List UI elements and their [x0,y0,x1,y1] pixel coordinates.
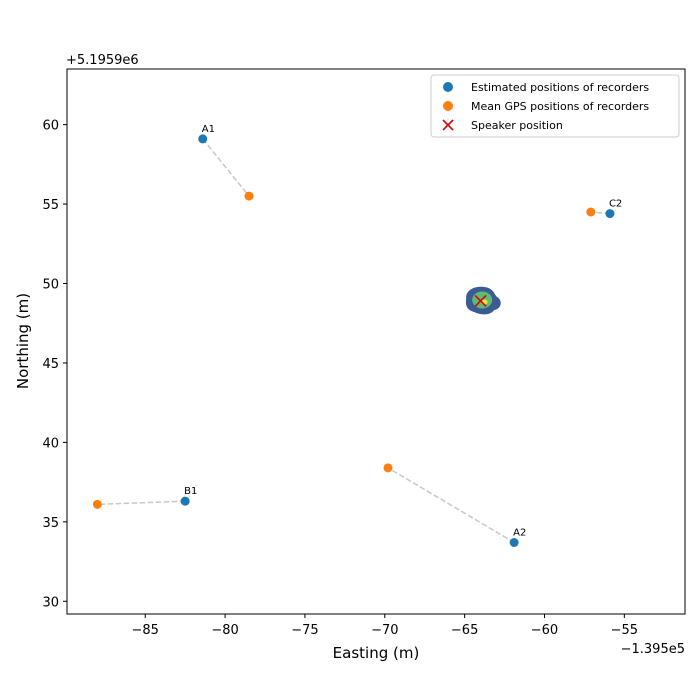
y-tick-label: 60 [42,119,59,134]
y-tick-label: 50 [42,278,59,293]
gps-point-c2 [586,207,596,217]
x-tick-label: −80 [211,623,238,638]
axes-frame [66,68,686,615]
speaker-marker-stroke [474,294,487,308]
estimated-point-a1 [198,134,208,144]
estimated-point-a2 [509,537,519,547]
link-line-a2 [387,467,515,544]
point-label-c2: C2 [609,199,622,210]
gps-point-b1 [92,499,102,509]
y-tick-label: 45 [42,357,59,372]
y-tick-label: 30 [42,595,59,610]
link-lines [97,138,611,544]
legend-marker-gps [443,101,453,111]
legend-marker-speaker [442,119,454,131]
point-label-a2: A2 [513,527,526,538]
x-tick-label: −75 [291,623,318,638]
point-labels: A1 C2 B1 A2 [184,124,622,539]
legend-label-speaker: Speaker position [471,119,563,132]
x-axis-ticks: −85 −80 −75 −70 −65 −60 −55 [132,614,638,638]
speaker-marker [474,294,487,308]
x-tick-label: −85 [132,623,159,638]
x-offset-label: −1.395e5 [621,642,685,657]
y-tick-label: 35 [42,516,59,531]
estimated-point-c2 [605,209,615,219]
y-axis-ticks: 30 35 40 45 50 55 60 [42,119,67,610]
x-axis-label: Easting (m) [333,644,420,662]
link-line-a1 [202,138,250,197]
legend-frame [430,74,680,138]
legend: Estimated positions of recorders Mean GP… [430,74,680,138]
y-tick-label: 55 [42,198,59,213]
y-axis-label: Northing (m) [14,293,32,389]
density-contours [465,286,501,315]
estimated-point-b1 [180,496,190,506]
gps-point-a2 [383,463,393,473]
data-points [92,134,615,547]
point-label-a1: A1 [202,124,215,135]
x-tick-label: −70 [371,623,398,638]
link-line-b1 [97,500,186,506]
point-label-b1: B1 [184,486,197,497]
legend-label-gps: Mean GPS positions of recorders [471,100,649,113]
x-tick-label: −60 [531,623,558,638]
y-offset-label: +5.1959e6 [66,53,139,68]
gps-point-a1 [244,191,254,201]
legend-label-estimated: Estimated positions of recorders [471,81,649,94]
y-tick-label: 40 [42,436,59,451]
legend-marker-estimated [443,82,453,92]
x-tick-label: −65 [451,623,478,638]
x-tick-label: −55 [611,623,638,638]
